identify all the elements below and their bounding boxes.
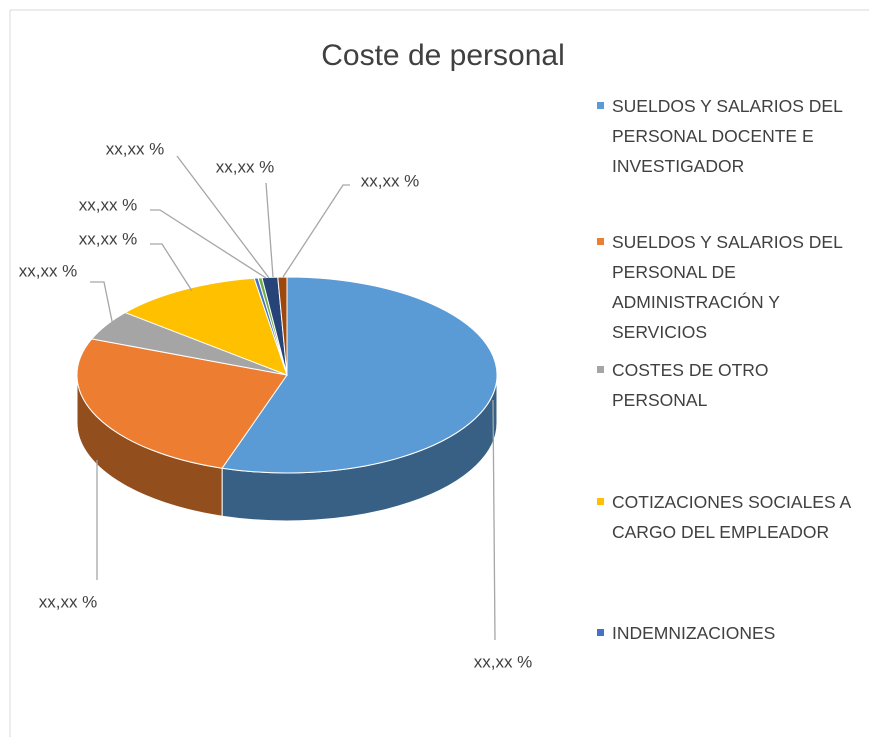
- data-label: xx,xx %: [79, 229, 138, 248]
- legend-entry: INDEMNIZACIONES: [597, 618, 852, 648]
- pie-slice: [277, 276, 288, 376]
- leader-line: [150, 243, 193, 292]
- legend-entry: SUELDOS Y SALARIOS DEL PERSONAL DOCENTE …: [597, 91, 852, 181]
- data-label: xx,xx %: [79, 195, 138, 214]
- chart-title: Coste de personal: [321, 39, 565, 72]
- legend-swatch: [597, 366, 604, 373]
- pie-slice: [76, 338, 288, 469]
- data-label: xx,xx %: [474, 652, 533, 671]
- legend-label: INDEMNIZACIONES: [612, 623, 776, 643]
- legend-swatch: [597, 629, 604, 636]
- legend-label: COSTES DE OTRO PERSONAL: [612, 360, 769, 410]
- data-label: xx,xx %: [39, 592, 98, 611]
- leader-line: [282, 184, 350, 278]
- legend-swatch: [597, 498, 604, 505]
- leader-line: [150, 209, 267, 279]
- pie-slice: [124, 277, 288, 376]
- legend-swatch: [597, 102, 604, 109]
- legend-swatch: [597, 238, 604, 245]
- legend-label: SUELDOS Y SALARIOS DEL PERSONAL DOCENTE …: [612, 96, 843, 176]
- legend-label: SUELDOS Y SALARIOS DEL PERSONAL DE ADMIN…: [612, 232, 843, 342]
- leader-line: [492, 399, 496, 641]
- leader-line: [265, 182, 274, 278]
- legend-entry: SUELDOS Y SALARIOS DEL PERSONAL DE ADMIN…: [597, 227, 852, 347]
- data-label: xx,xx %: [361, 171, 420, 190]
- data-label: xx,xx %: [216, 157, 275, 176]
- legend-entry: COTIZACIONES SOCIALES A CARGO DEL EMPLEA…: [597, 487, 852, 547]
- data-label: xx,xx %: [106, 139, 165, 158]
- leader-line: [176, 155, 270, 279]
- legend-entry: COSTES DE OTRO PERSONAL: [597, 355, 852, 415]
- data-label: xx,xx %: [19, 261, 78, 280]
- legend-label: COTIZACIONES SOCIALES A CARGO DEL EMPLEA…: [612, 492, 851, 542]
- pie-slice: [221, 276, 498, 474]
- leader-line: [90, 281, 114, 327]
